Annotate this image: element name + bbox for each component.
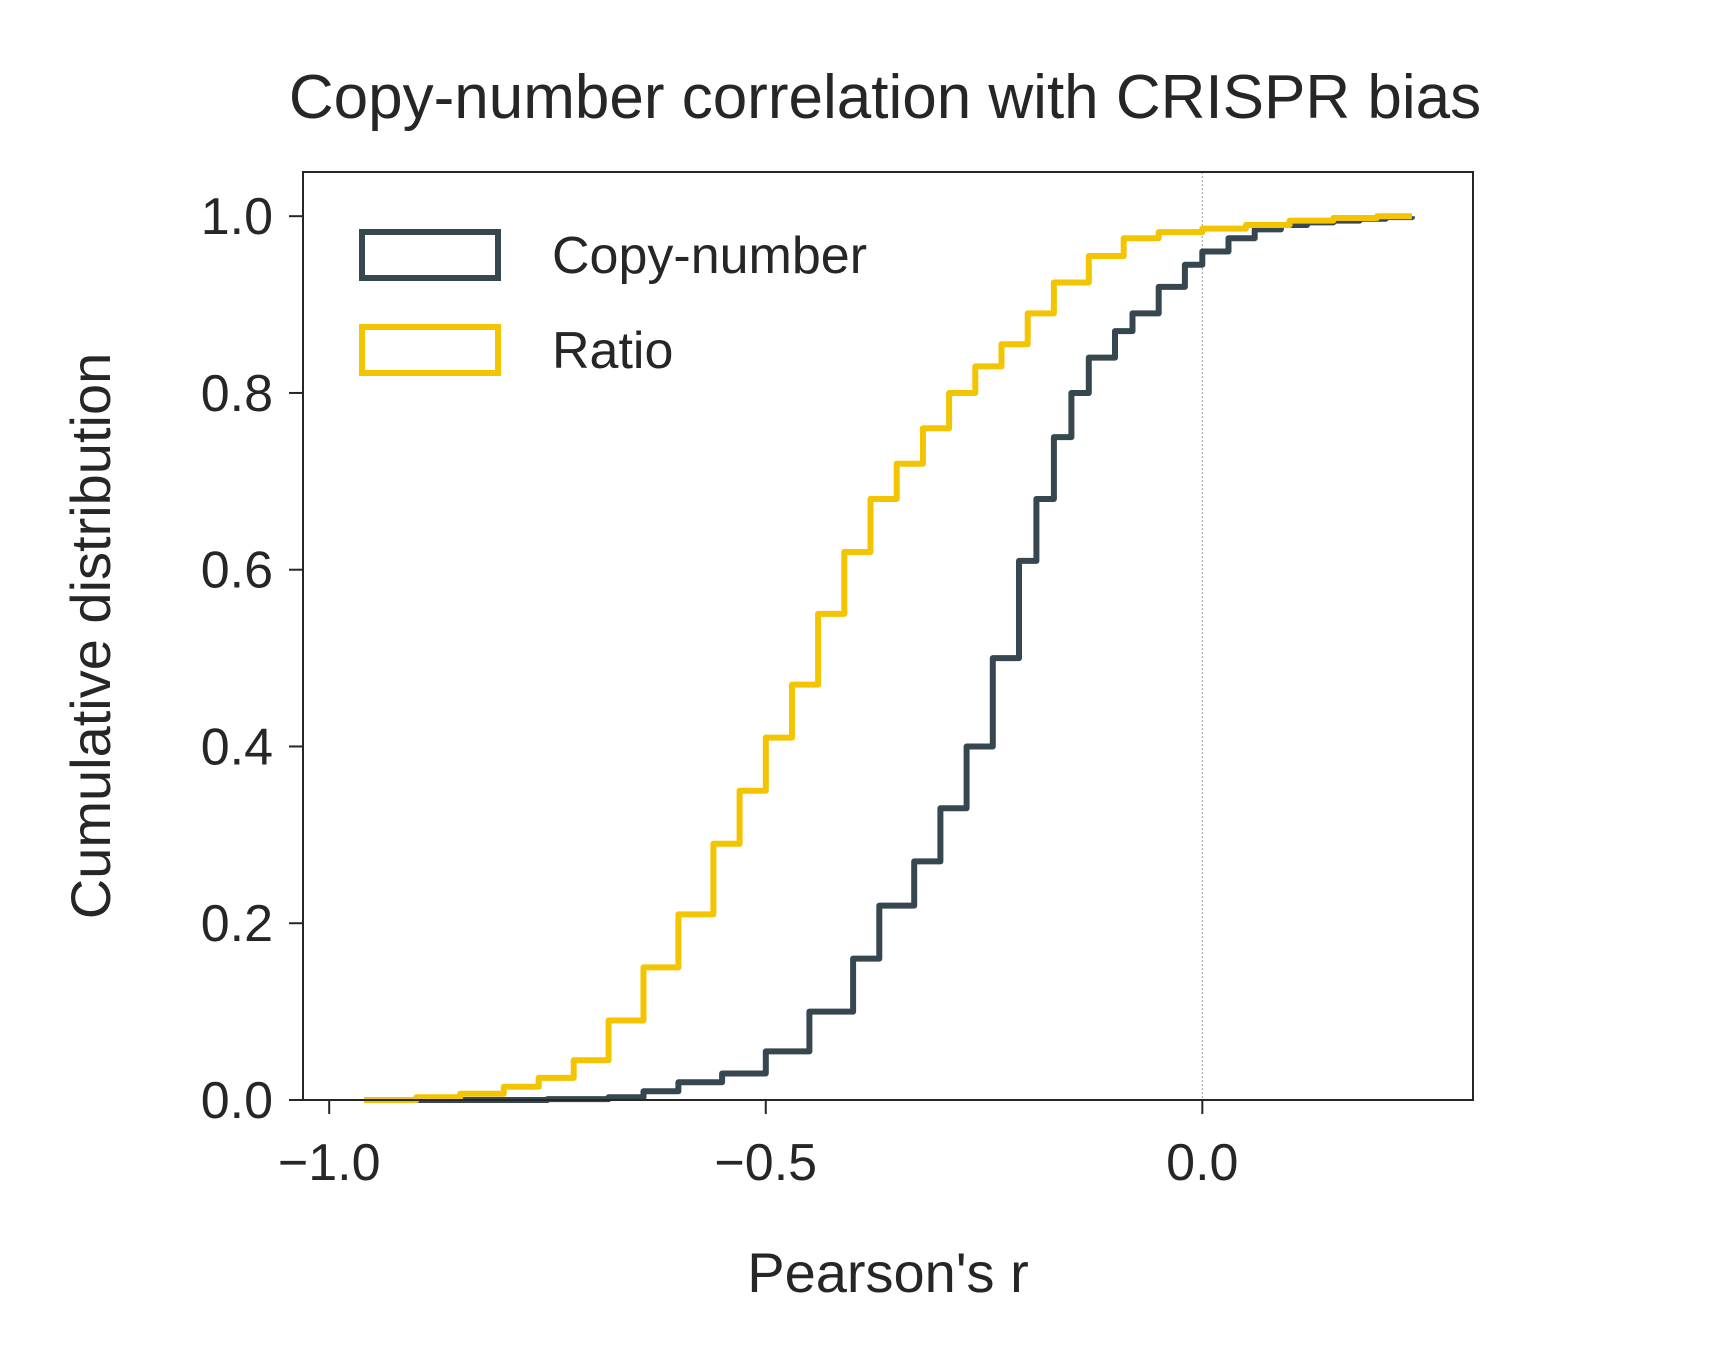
y-tick-label: 0.4: [201, 718, 273, 776]
series-line-ratio: [364, 213, 1412, 1103]
y-tick-label: 0.2: [201, 895, 273, 953]
x-tick-label: −0.5: [714, 1134, 817, 1192]
legend-swatch-copy-number: [359, 229, 501, 281]
x-tick-label: 0.0: [1166, 1134, 1238, 1192]
chart-title: Copy-number correlation with CRISPR bias: [289, 63, 1481, 132]
series-layer: [364, 213, 1415, 1103]
x-axis-label: Pearson's r: [747, 1241, 1028, 1304]
y-axis-label: Cumulative distribution: [59, 353, 122, 919]
y-tick-label: 1.0: [201, 188, 273, 246]
y-tick-label: 0.0: [201, 1072, 273, 1130]
plot-frame: [302, 171, 1474, 1101]
y-tick-label: 0.6: [201, 542, 273, 600]
x-axis-ticks: −1.0 −0.5 0.0: [278, 1100, 1238, 1192]
legend-label-ratio: Ratio: [552, 322, 673, 380]
legend-label-copy-number: Copy-number: [552, 227, 867, 285]
y-tick-label: 0.8: [201, 365, 273, 423]
y-axis-ticks: 0.0 0.2 0.4 0.6 0.8 1.0: [201, 188, 303, 1130]
legend: Copy-number Ratio: [359, 227, 867, 380]
x-tick-label: −1.0: [278, 1134, 381, 1192]
legend-swatch-ratio: [359, 324, 501, 376]
